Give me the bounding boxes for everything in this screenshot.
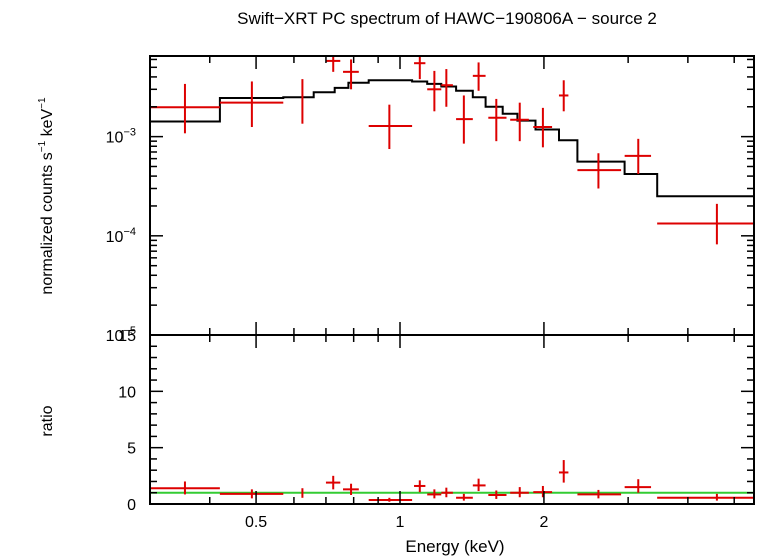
tick-base: 10 [106, 328, 124, 345]
top-data-point-8 [427, 70, 442, 112]
ylabel-mid: keV [39, 109, 56, 141]
bottom-panel-ylabel: ratio [39, 405, 56, 436]
ratio-y-tick-label-5: 5 [127, 441, 136, 458]
ratio-data-point-5 [343, 483, 359, 495]
ratio-data-point-12 [488, 490, 507, 499]
tick-base: 10 [106, 130, 124, 147]
ratio-data-point-13 [510, 487, 529, 498]
ratio-y-tick-label-15: 15 [118, 328, 136, 345]
ratio-data-point-4 [325, 475, 341, 490]
top-data-point-1 [150, 83, 220, 134]
ratio-data-point-11 [472, 478, 486, 492]
top-data-point-15 [558, 80, 569, 112]
top-y-tick-label-3: 10−5 [106, 325, 136, 345]
top-data-point-13 [510, 102, 529, 142]
chart-title: Swift−XRT PC spectrum of HAWC−190806A − … [237, 9, 657, 28]
model-step-line [150, 79, 754, 198]
ratio-data-point-10 [456, 493, 473, 501]
tick-exponent: −4 [123, 226, 136, 238]
top-y-tick-label-1: 10−3 [106, 127, 136, 147]
tick-exponent: −3 [123, 127, 136, 139]
tick-exponent: −5 [123, 325, 136, 337]
ratio-data-point-9 [441, 487, 453, 498]
x-tick-label-0.5: 0.5 [245, 514, 267, 531]
ratio-y-tick-label-10: 10 [118, 384, 136, 401]
bottom-panel-frame [149, 334, 755, 505]
ratio-data-point-6 [368, 497, 413, 502]
tick-base: 10 [106, 229, 124, 246]
bottom-data-layer [150, 338, 755, 502]
model-layer [150, 79, 754, 198]
top-data-point-12 [488, 98, 507, 142]
ratio-data-point-1 [150, 481, 220, 495]
top-data-point-16 [577, 153, 622, 189]
top-y-tick-label-2: 10−4 [106, 226, 136, 246]
ratio-data-point-15 [558, 460, 569, 483]
top-data-point-14 [533, 107, 553, 148]
top-data-point-11 [472, 62, 486, 91]
top-panel-ylabel: normalized counts s−1 keV−1 [37, 97, 56, 295]
ratio-data-point-7 [414, 480, 426, 493]
ylabel-sup1: −1 [37, 140, 48, 152]
top-data-point-17 [624, 138, 652, 174]
top-data-point-2 [219, 81, 284, 128]
top-data-point-4 [325, 56, 341, 72]
ratio-y-tick-label-0: 0 [127, 497, 136, 514]
top-data-point-5 [343, 59, 359, 90]
top-data-point-7 [414, 56, 426, 80]
ylabel-sup2: −1 [37, 97, 48, 109]
ylabel-main: normalized counts s [39, 152, 56, 294]
ratio-data-point-14 [533, 485, 553, 498]
ratio-data-point-17 [624, 479, 652, 493]
axes-layer [149, 55, 755, 505]
top-data-layer [150, 56, 755, 245]
x-tick-label-1: 1 [396, 514, 405, 531]
x-tick-label-2: 2 [539, 514, 548, 531]
x-axis-label: Energy (keV) [405, 537, 504, 556]
ratio-data-point-2 [219, 489, 284, 499]
ratio-data-point-18 [657, 493, 754, 501]
top-data-point-6 [368, 104, 413, 150]
ratio-data-point-16 [577, 489, 622, 499]
ratio-data-point-8 [427, 489, 442, 499]
top-data-point-9 [441, 69, 453, 107]
top-data-point-10 [456, 95, 473, 144]
top-data-point-18 [657, 203, 754, 245]
